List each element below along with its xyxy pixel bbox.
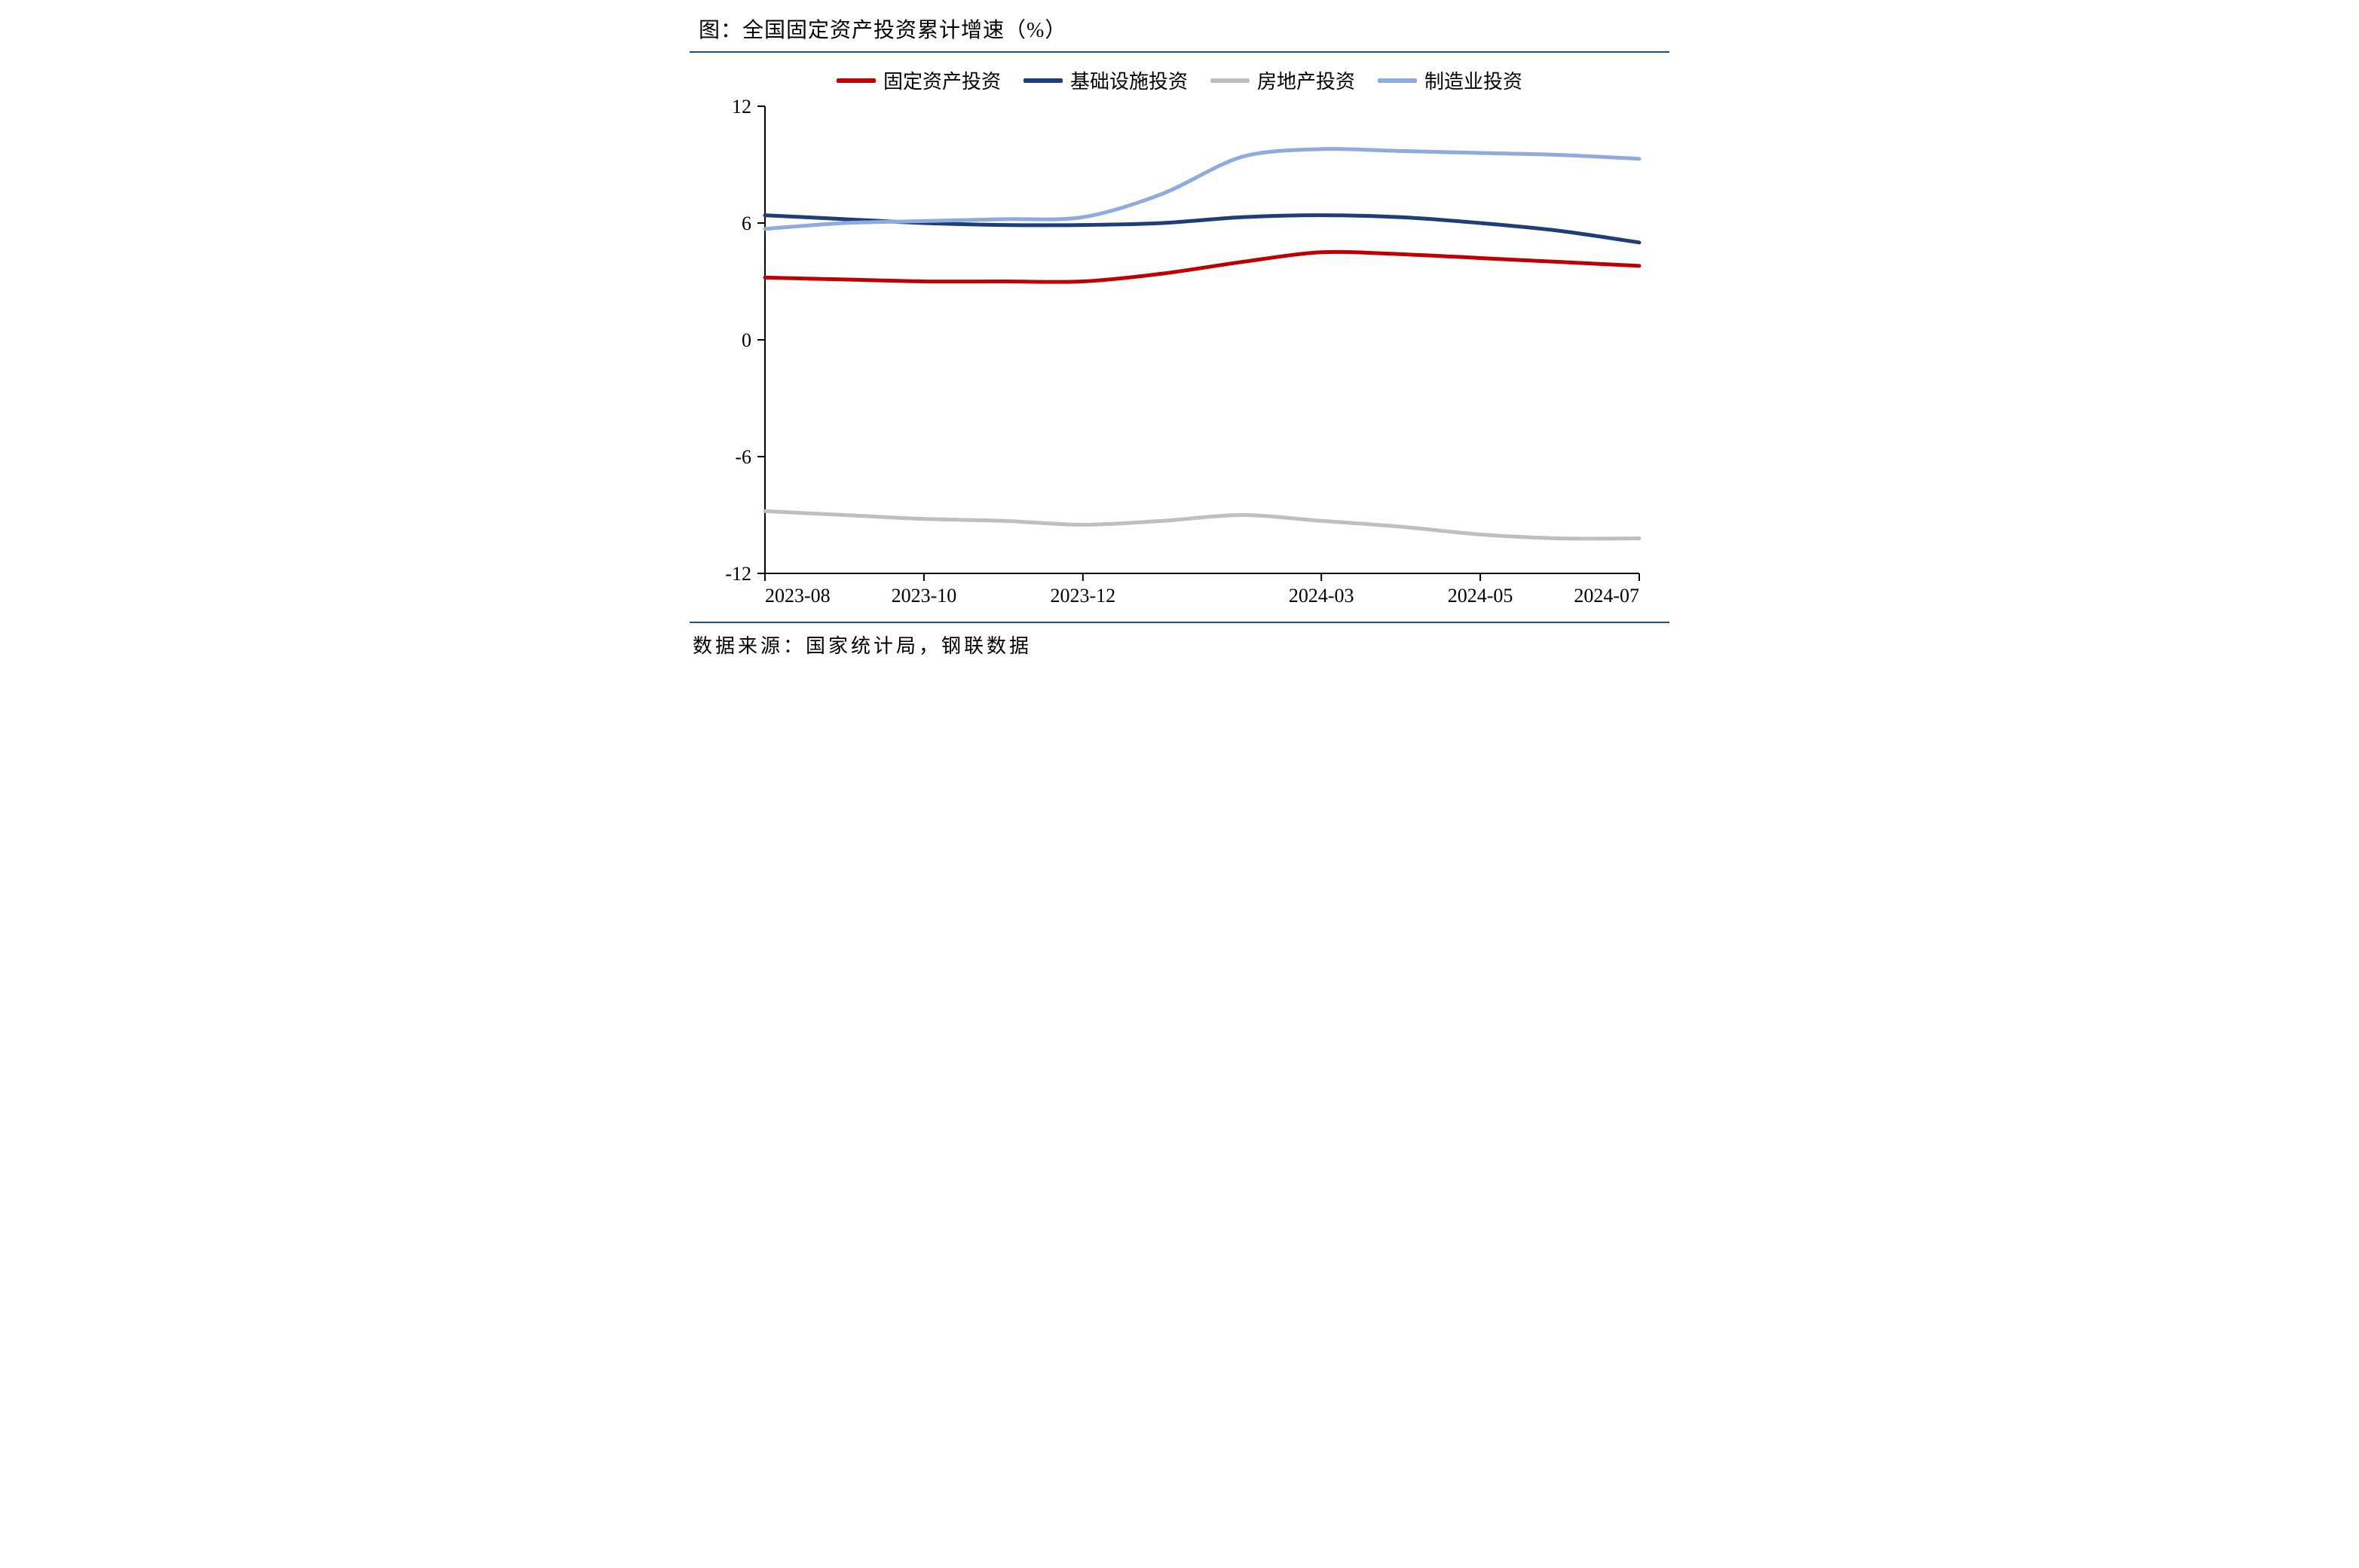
series-line <box>765 215 1639 243</box>
series-line <box>765 149 1639 229</box>
series-line <box>765 252 1639 282</box>
legend-swatch <box>837 78 876 83</box>
legend-label: 制造业投资 <box>1424 66 1522 94</box>
series-line <box>765 511 1639 539</box>
y-tick-label: -12 <box>725 563 751 585</box>
legend-item: 基础设施投资 <box>1023 66 1188 94</box>
x-tick-label: 2024-05 <box>1448 585 1513 607</box>
y-tick-label: 0 <box>742 329 751 351</box>
legend-label: 基础设施投资 <box>1070 66 1188 94</box>
legend-swatch <box>1210 78 1250 83</box>
x-tick-label: 2024-03 <box>1289 585 1354 607</box>
legend-label: 房地产投资 <box>1257 66 1355 94</box>
legend-swatch <box>1023 78 1063 83</box>
legend-item: 制造业投资 <box>1378 66 1522 94</box>
chart-plot-area: -12 -6 0 6 12 2023-08 2023-10 2023-12 2024-03 202… <box>690 99 1669 619</box>
x-tick-label: 2023-08 <box>765 585 831 607</box>
y-tick-label: 6 <box>742 212 751 234</box>
legend-swatch <box>1378 78 1417 83</box>
x-tick-label: 2023-12 <box>1050 585 1115 607</box>
line-chart-svg: -12 -6 0 6 12 2023-08 2023-10 2023-12 2024-03 202… <box>690 99 1669 619</box>
chart-page: 图：全国固定资产投资累计增速（%） 固定资产投资 基础设施投资 房地产投资 制造业投资… <box>690 0 1669 677</box>
legend-item: 房地产投资 <box>1210 66 1355 94</box>
legend-item: 固定资产投资 <box>837 66 1001 94</box>
chart-title: 图：全国固定资产投资累计增速（%） <box>690 8 1669 53</box>
y-tick-label: 12 <box>732 99 751 118</box>
chart-legend: 固定资产投资 基础设施投资 房地产投资 制造业投资 <box>690 53 1669 99</box>
x-tick-label: 2024-07 <box>1574 585 1639 607</box>
x-tick-label: 2023-10 <box>892 585 957 607</box>
legend-label: 固定资产投资 <box>883 66 1001 94</box>
chart-source: 数据来源：国家统计局，钢联数据 <box>690 622 1669 662</box>
y-tick-label: -6 <box>735 446 751 468</box>
